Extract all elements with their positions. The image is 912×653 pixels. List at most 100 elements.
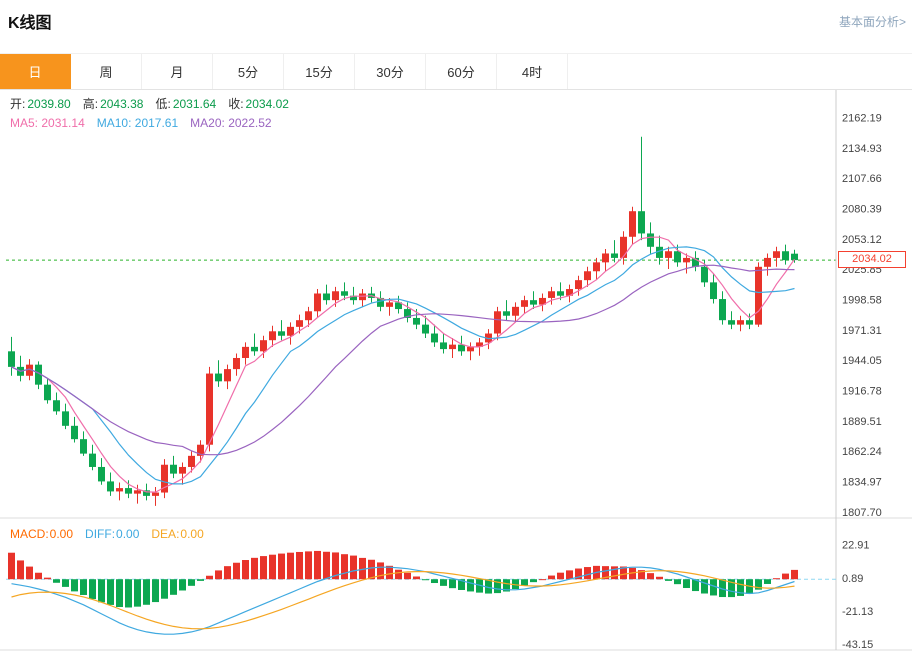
macd-bar: [737, 579, 744, 596]
macd-bar: [539, 579, 546, 581]
ohlc-info: 开: 2039.80 高: 2043.38 低: 2031.64 收: 2034.02: [10, 95, 289, 112]
macd-histogram: [8, 550, 798, 608]
macd-bar: [206, 575, 213, 580]
macd-bar: [521, 579, 528, 586]
tab-period-1[interactable]: 周: [71, 54, 142, 89]
candlestick: [602, 253, 609, 263]
macd-bar: [422, 579, 429, 581]
candlestick: [80, 439, 87, 454]
macd-bar: [791, 569, 798, 580]
candlestick: [647, 233, 654, 247]
macd-bar: [575, 568, 582, 580]
macd-bar: [683, 579, 690, 588]
candlestick: [242, 346, 249, 358]
macd-bar: [71, 579, 78, 592]
high-value: 高: 2043.38: [82, 97, 144, 111]
candlestick: [260, 340, 267, 352]
candlestick: [35, 364, 42, 385]
candlestick: [656, 246, 663, 258]
macd-bar: [269, 554, 276, 580]
candlestick: [584, 271, 591, 281]
candlestick: [62, 411, 69, 426]
macd-axis-tick: -43.15: [842, 639, 873, 651]
macd-axis-tick: -21.13: [842, 606, 873, 618]
candlestick: [188, 455, 195, 467]
macd-bar: [251, 557, 258, 580]
macd-bar: [134, 579, 141, 607]
macd-bar: [107, 579, 114, 605]
price-axis-tick: 2080.39: [842, 204, 882, 216]
price-axis-tick: 1971.31: [842, 325, 882, 337]
macd-bar: [512, 579, 519, 590]
close-value: 收: 2034.02: [228, 97, 289, 111]
candlestick: [485, 333, 492, 343]
candlestick: [395, 302, 402, 310]
tab-period-4[interactable]: 15分: [284, 54, 355, 89]
macd-bar: [260, 556, 267, 580]
macd-bar: [620, 566, 627, 580]
candlestick: [71, 425, 78, 440]
candlestick: [683, 257, 690, 263]
fundamental-analysis-link[interactable]: 基本面分析>: [838, 15, 906, 29]
macd-bar: [53, 579, 60, 583]
tab-period-2[interactable]: 月: [142, 54, 213, 89]
macd-bar: [404, 572, 411, 580]
price-axis-tick: 1834.97: [842, 477, 882, 489]
macd-bar: [224, 566, 231, 580]
macd-bar: [359, 557, 366, 580]
candlestick: [296, 320, 303, 327]
tab-period-5[interactable]: 30分: [355, 54, 426, 89]
open-value: 开: 2039.80: [10, 97, 71, 111]
candlestick: [782, 251, 789, 261]
macd-bar: [629, 567, 636, 580]
candlestick: [494, 311, 501, 334]
candlestick: [170, 464, 177, 474]
tab-period-6[interactable]: 60分: [426, 54, 497, 89]
candlestick: [539, 297, 546, 305]
candlestick: [44, 384, 51, 401]
tab-period-7[interactable]: 4时: [497, 54, 568, 89]
candlestick: [575, 280, 582, 290]
candlestick: [764, 257, 771, 267]
macd-bar: [305, 551, 312, 580]
macd-bar: [215, 570, 222, 580]
macd-bar: [611, 566, 618, 580]
macd-bar: [26, 566, 33, 580]
candlestick: [89, 453, 96, 467]
candlestick: [665, 251, 672, 258]
candlestick: [773, 251, 780, 258]
tab-period-0[interactable]: 日: [0, 54, 71, 89]
macd-bar: [170, 579, 177, 595]
candlestick: [638, 211, 645, 234]
candlestick: [224, 369, 231, 382]
macd-bar: [449, 579, 456, 589]
candlestick: [332, 291, 339, 301]
candlestick: [305, 311, 312, 321]
candlestick: [53, 400, 60, 412]
macd-bar: [548, 575, 555, 580]
diff-value: DIFF:0.00: [85, 527, 140, 541]
candlestick: [611, 253, 618, 258]
tab-period-3[interactable]: 5分: [213, 54, 284, 89]
candlestick: [197, 444, 204, 456]
macd-bar: [413, 576, 420, 580]
ma20-value: MA20: 2022.52: [190, 116, 272, 130]
current-price-tag: 2034.02: [838, 251, 906, 269]
candlestick: [206, 373, 213, 445]
macd-bar: [602, 566, 609, 580]
macd-bar: [323, 551, 330, 580]
ma5-value: MA5: 2031.14: [10, 116, 85, 130]
candlestick: [251, 346, 258, 352]
price-axis-tick: 1807.70: [842, 507, 882, 519]
macd-bar: [179, 579, 186, 591]
macd-bar: [350, 555, 357, 580]
candlestick: [377, 297, 384, 307]
price-axis-tick: 2053.12: [842, 234, 882, 246]
candlestick: [26, 364, 33, 376]
macd-bar: [782, 573, 789, 580]
low-value: 低: 2031.64: [155, 97, 217, 111]
candlestick: [530, 300, 537, 305]
macd-bar: [152, 579, 159, 603]
macd-bar: [89, 579, 96, 600]
